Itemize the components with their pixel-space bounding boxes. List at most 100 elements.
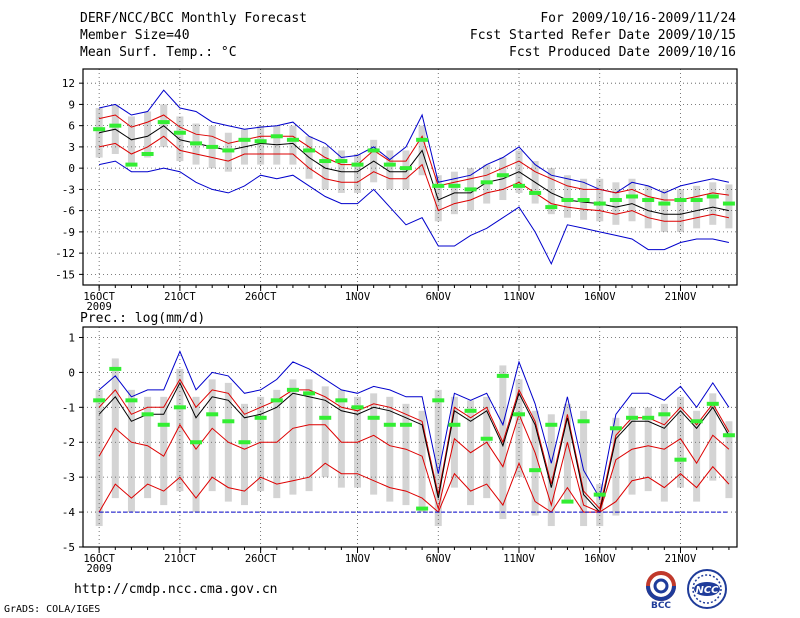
ensemble-box — [628, 407, 636, 495]
series-mean-line — [98, 125, 730, 215]
y-tick-label: 0 — [68, 366, 75, 379]
fcst-produced-date: Fcst Produced Date 2009/10/16 — [509, 45, 736, 60]
series-mean-line — [98, 381, 730, 514]
ensemble-box — [563, 403, 571, 502]
variable-label: Mean Surf. Temp.: °C — [80, 45, 237, 60]
observed-marker — [222, 148, 235, 153]
observed-marker — [319, 415, 332, 420]
ensemble-box — [709, 393, 717, 481]
y-tick-label: 1 — [68, 331, 75, 344]
observed-marker — [593, 201, 606, 206]
y-tick-label: 6 — [68, 120, 75, 133]
observed-marker — [93, 398, 106, 403]
x-tick-label: 16NOV — [584, 291, 616, 303]
observed-marker — [399, 166, 412, 171]
ensemble-box — [660, 189, 668, 232]
ensemble-box — [370, 393, 378, 495]
x-tick-label: 21OCT — [164, 291, 196, 303]
x-tick-label: 26OCT — [245, 291, 277, 303]
ensemble-box — [208, 379, 216, 492]
observed-marker — [416, 506, 429, 511]
ensemble-box — [596, 484, 604, 527]
observed-marker — [190, 141, 203, 146]
observed-marker — [674, 457, 687, 462]
observed-marker — [722, 433, 735, 438]
ensemble-box — [289, 379, 297, 495]
series-p50-line — [98, 412, 730, 513]
observed-marker — [254, 139, 267, 144]
observed-marker — [496, 173, 509, 178]
ensemble-box — [709, 182, 717, 225]
observed-marker — [93, 127, 106, 132]
x-tick-label: 1NOV — [345, 291, 371, 303]
observed-marker — [303, 391, 316, 396]
observed-marker — [190, 440, 203, 445]
observed-marker — [706, 401, 719, 406]
series-max-line — [98, 89, 730, 194]
x-tick-label: 11NOV — [503, 553, 535, 565]
ensemble-box — [160, 396, 168, 506]
x-tick-label: 21OCT — [164, 553, 196, 565]
observed-marker — [141, 412, 154, 417]
observed-marker — [609, 426, 622, 431]
ensemble-box — [693, 410, 701, 502]
y-tick-label: -4 — [62, 506, 76, 519]
observed-marker — [545, 422, 558, 427]
observed-marker — [335, 159, 348, 164]
ensemble-box — [418, 410, 426, 513]
y-tick-label: 12 — [62, 77, 75, 90]
ensemble-box — [725, 184, 733, 229]
series-p10-line — [98, 461, 730, 513]
x-tick-label: 26OCT — [245, 553, 277, 565]
ensemble-box — [660, 403, 668, 502]
observed-marker — [593, 492, 606, 497]
ensemble-box — [596, 178, 604, 222]
ensemble-box — [305, 379, 313, 492]
observed-marker — [513, 412, 525, 417]
x-tick-label: 6NOV — [426, 553, 452, 565]
observed-marker — [690, 198, 703, 203]
member-size: Member Size=40 — [80, 28, 190, 43]
observed-marker — [335, 398, 348, 403]
observed-marker — [173, 130, 186, 135]
ensemble-box — [515, 379, 523, 478]
bcc-logo-icon: BCC — [646, 571, 676, 610]
observed-marker — [706, 194, 719, 199]
observed-marker — [270, 398, 283, 403]
ensemble-box — [547, 414, 555, 527]
x-tick-label: 16OCT — [83, 291, 115, 303]
ensemble-box — [434, 175, 442, 222]
ensemble-box — [644, 185, 652, 229]
y-tick-label: -5 — [62, 541, 75, 554]
forecast-period: For 2009/10/16-2009/11/24 — [540, 11, 736, 26]
observed-marker — [238, 137, 251, 142]
chart-panel-2: 1 0 -1 -2 -3 -4 -5 16OCT 21OCT 26OCT 1NOV 6NOV 11NOV… — [62, 311, 738, 575]
observed-marker — [367, 148, 380, 153]
observed-marker — [383, 422, 396, 427]
ensemble-box — [386, 396, 394, 502]
observed-marker — [642, 198, 655, 203]
ensemble-box — [95, 389, 103, 527]
observed-marker — [319, 159, 332, 164]
y-tick-label: -2 — [62, 436, 75, 449]
footer-url: http://cmdp.ncc.cma.gov.cn — [74, 582, 278, 597]
observed-marker — [513, 183, 525, 188]
observed-marker — [529, 190, 542, 195]
bcc-logo-text: BCC — [651, 601, 671, 610]
observed-marker — [286, 137, 299, 142]
ensemble-box — [628, 178, 636, 222]
observed-marker — [303, 148, 316, 153]
x-year-label: 2009 — [86, 563, 111, 575]
observed-marker — [206, 412, 219, 417]
series-p90-line — [98, 114, 729, 201]
observed-marker — [658, 412, 671, 417]
ensemble-box — [127, 389, 135, 513]
ensemble-box — [676, 396, 684, 488]
ncc-logo-text: NCC — [695, 585, 719, 596]
ensemble-box — [612, 417, 620, 516]
observed-marker — [141, 151, 154, 156]
y-tick-label: -9 — [62, 226, 75, 239]
ensemble-box — [547, 168, 555, 215]
ensemble-box — [531, 410, 539, 516]
ensemble-box — [676, 189, 684, 232]
